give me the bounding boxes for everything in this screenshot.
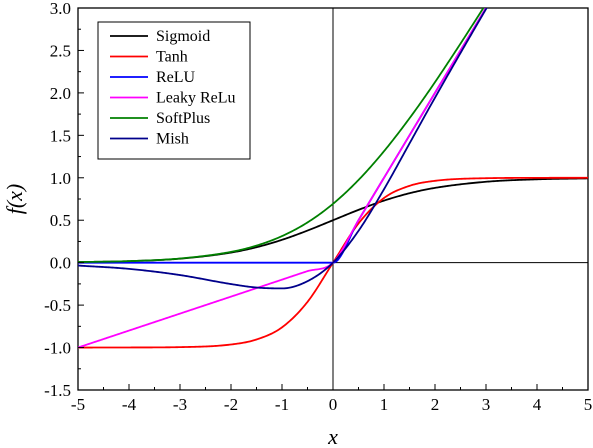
x-tick-label: -5 (71, 395, 85, 414)
y-tick-label: 1.0 (50, 169, 71, 188)
y-axis-label: f(x) (2, 184, 27, 215)
legend-label-mish: Mish (156, 131, 189, 148)
series-line-mish (78, 8, 488, 290)
legend-box (97, 21, 251, 160)
legend-label-leaky-relu: Leaky ReLu (156, 90, 236, 107)
x-tick-label: -2 (224, 395, 238, 414)
x-tick-label: 3 (482, 395, 491, 414)
y-tick-label: 0.5 (50, 211, 71, 230)
y-tick-label: 2.5 (50, 41, 71, 60)
y-tick-label: -1.0 (44, 339, 71, 358)
curves-layer (78, 8, 588, 349)
legend: Sigmoid Tanh ReLU Leaky ReLu SoftPlus Mish (97, 21, 251, 160)
legend-label-tanh: Tanh (156, 49, 188, 66)
x-tick-label: 2 (431, 395, 440, 414)
x-tick-label: 0 (329, 395, 338, 414)
x-tick-label: 5 (584, 395, 593, 414)
y-tick-label: 2.0 (50, 84, 71, 103)
series-line-softplus (78, 8, 485, 263)
y-tick-label: -1.5 (44, 381, 71, 400)
x-tick-label: -4 (122, 395, 137, 414)
legend-label-sigmoid: Sigmoid (156, 28, 210, 45)
x-tick-label: -1 (275, 395, 289, 414)
y-tick-label: 3.0 (50, 0, 71, 18)
x-tick-label: -3 (173, 395, 187, 414)
x-axis-label: x (327, 424, 338, 448)
x-tick-label: 4 (533, 395, 542, 414)
y-tick-label: 1.5 (50, 126, 71, 145)
y-tick-label: -0.5 (44, 296, 71, 315)
y-tick-label: 0.0 (50, 254, 71, 273)
legend-label-relu: ReLU (156, 69, 196, 86)
x-tick-label: 1 (380, 395, 389, 414)
ticks-layer: -5 -4 -3 -2 -1 0 1 2 3 4 5 -1.5 -1.0 -0.5 0.0 0.5 1.0 1.5… (44, 0, 592, 414)
legend-label-softplus: SoftPlus (156, 110, 210, 127)
